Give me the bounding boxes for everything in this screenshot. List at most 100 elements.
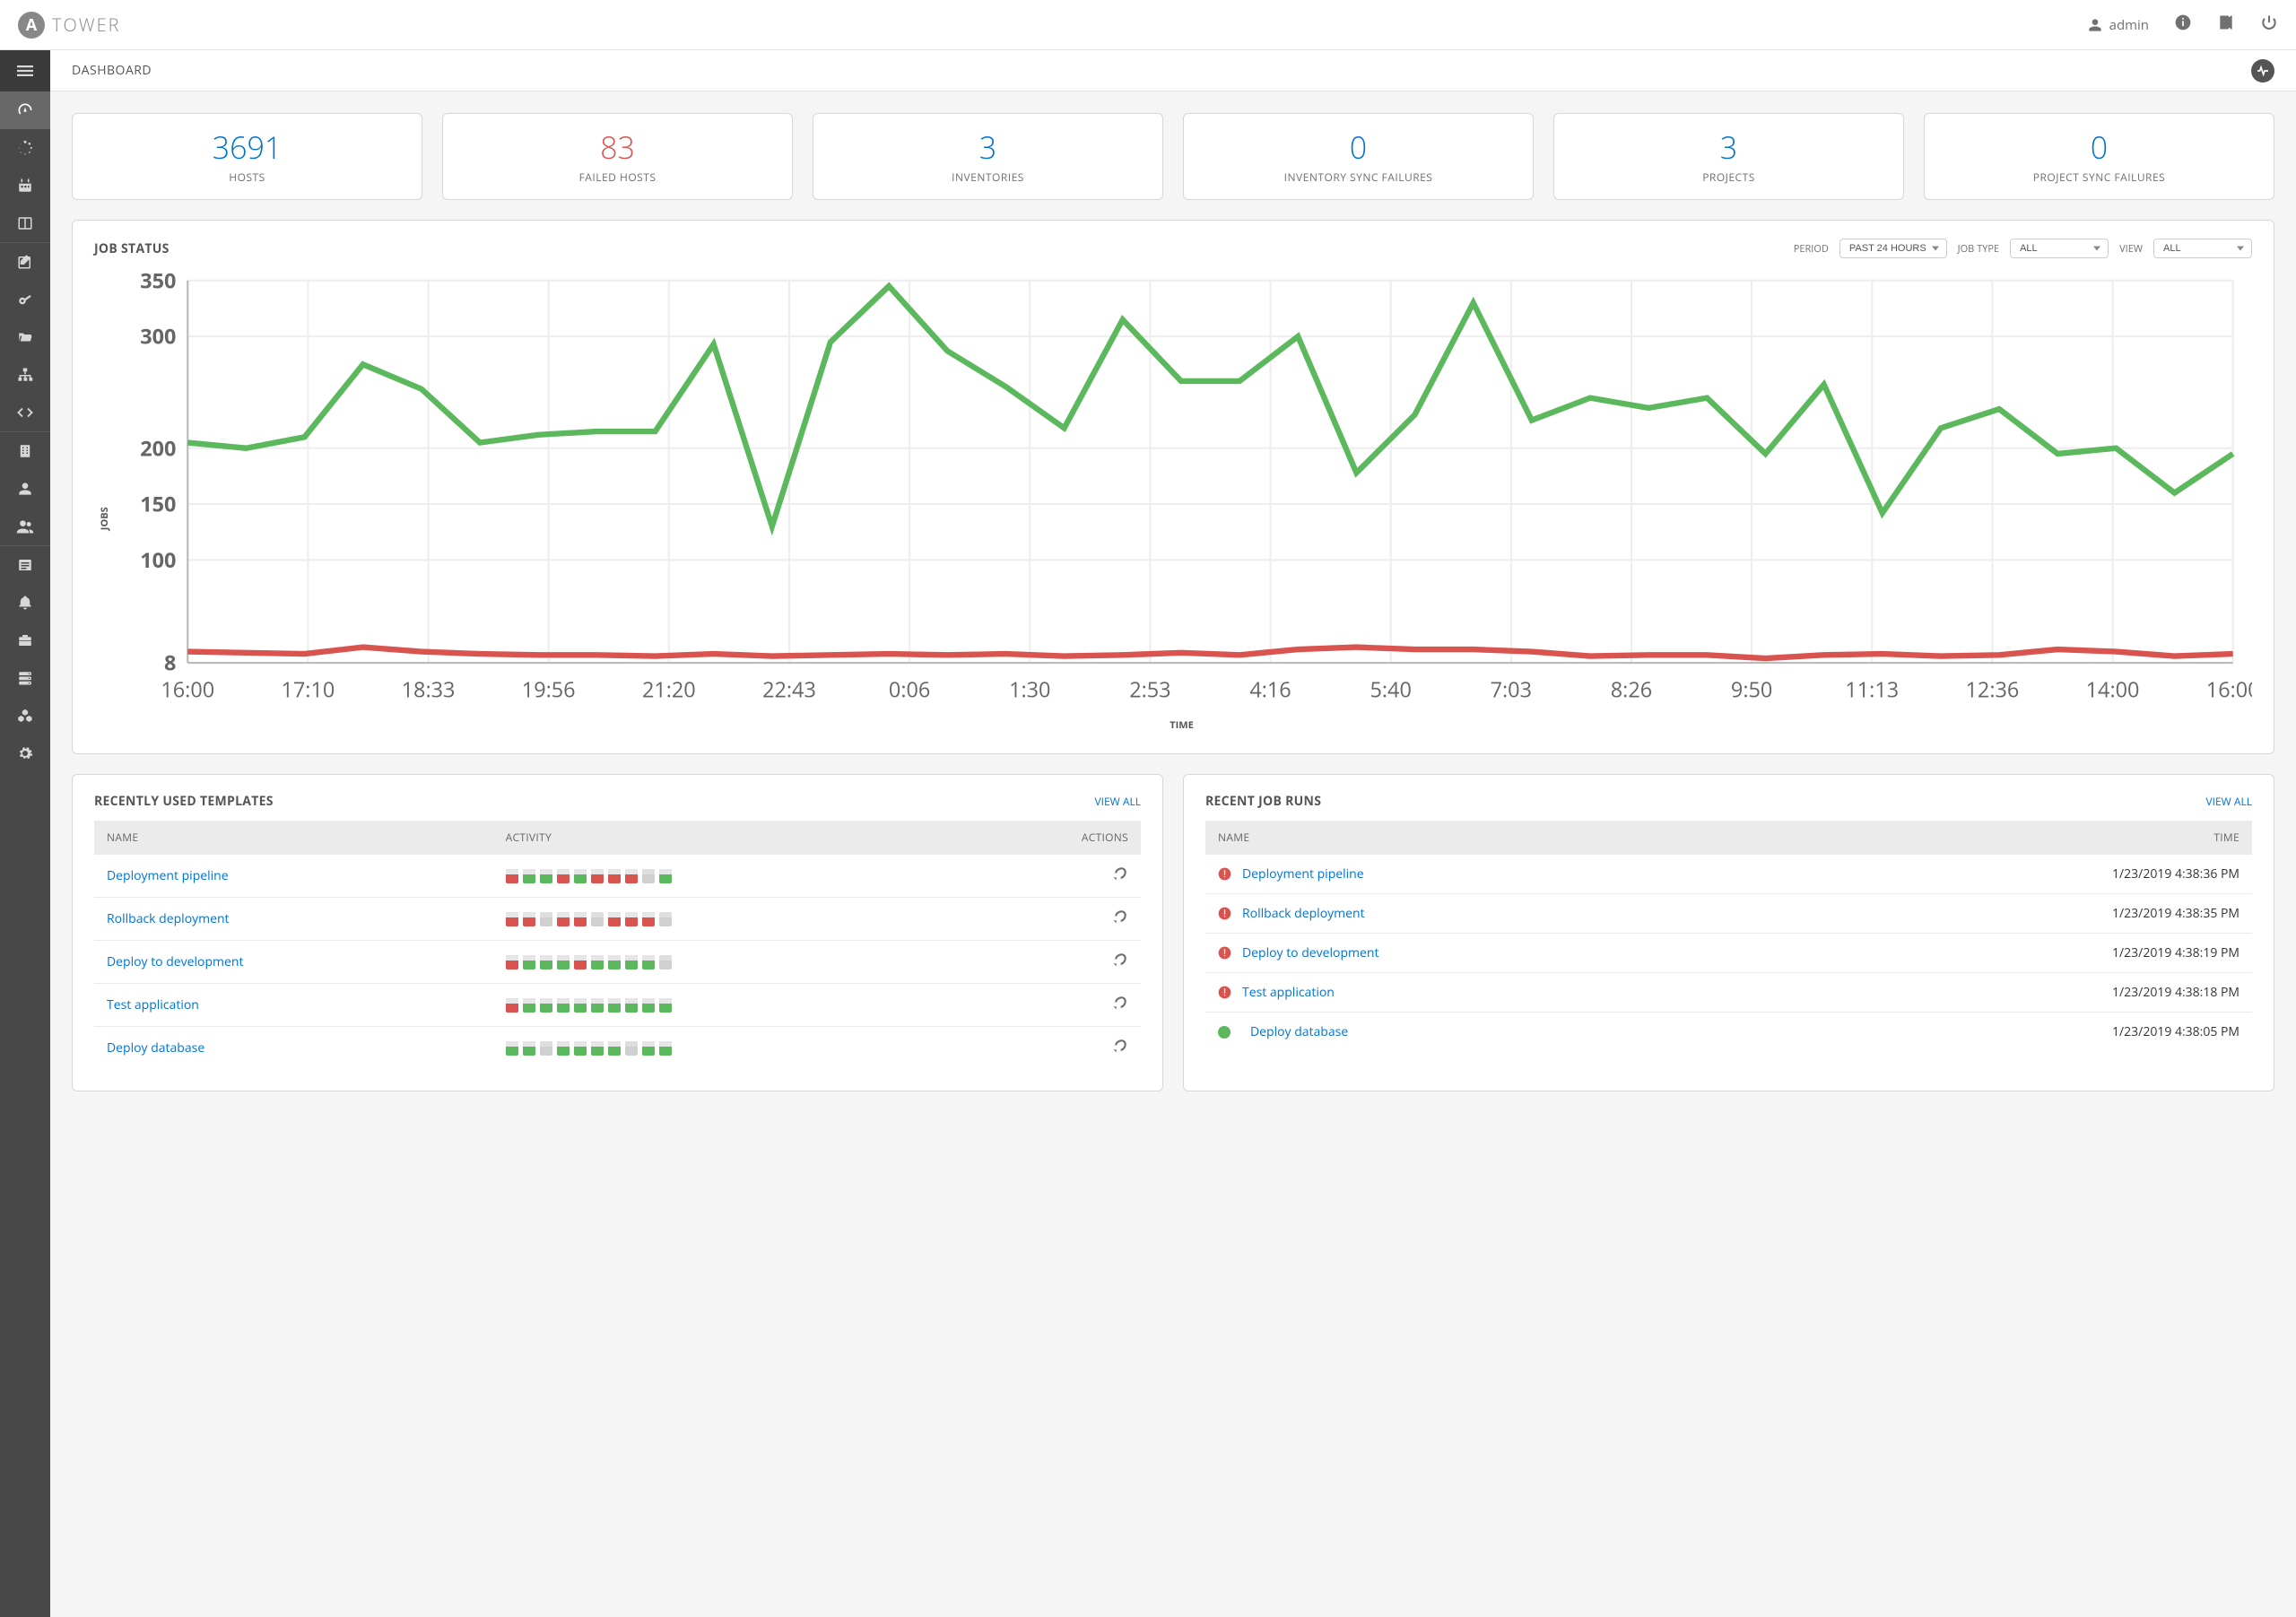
- launch-button[interactable]: [1112, 1041, 1128, 1058]
- sidebar-item-notifications[interactable]: [0, 584, 50, 622]
- sidebar-item-projects[interactable]: [0, 318, 50, 356]
- sidebar-item-inventories[interactable]: [0, 356, 50, 394]
- template-link[interactable]: Deployment pipeline: [107, 867, 229, 884]
- user-icon: [2088, 18, 2102, 32]
- status-icon: [1218, 907, 1231, 920]
- info-icon[interactable]: [2174, 13, 2192, 36]
- folder-open-icon: [17, 329, 33, 345]
- power-icon[interactable]: [2260, 13, 2278, 36]
- stat-value: 0: [1193, 126, 1524, 168]
- sidebar-item-management-jobs[interactable]: [0, 622, 50, 659]
- brand-name: TOWER: [52, 13, 121, 37]
- activity-strip: [506, 912, 952, 926]
- stat-card[interactable]: 0 INVENTORY SYNC FAILURES: [1183, 113, 1534, 200]
- table-row: Rollback deployment 1/23/2019 4:38:35 PM: [1205, 894, 2252, 934]
- sidebar-item-settings[interactable]: [0, 735, 50, 772]
- status-icon: [1218, 1026, 1239, 1039]
- table-row: Deploy database: [94, 1027, 1141, 1070]
- activity-chip: [506, 1041, 518, 1056]
- svg-text:300: 300: [140, 322, 176, 351]
- sidebar-item-organizations[interactable]: [0, 432, 50, 470]
- sidebar-item-inventory-scripts[interactable]: [0, 394, 50, 431]
- activity-chip: [591, 912, 604, 926]
- sitemap-icon: [17, 367, 33, 383]
- job-link[interactable]: Deployment pipeline: [1242, 865, 1364, 882]
- job-link[interactable]: Test application: [1242, 984, 1335, 1001]
- templates-viewall[interactable]: VIEW ALL: [1095, 794, 1142, 809]
- templates-col-name: NAME: [94, 821, 493, 855]
- sidebar-item-credential-types[interactable]: [0, 546, 50, 584]
- jobruns-viewall[interactable]: VIEW ALL: [2206, 794, 2253, 809]
- sidebar-item-portal[interactable]: [0, 204, 50, 242]
- job-time: 1/23/2019 4:38:36 PM: [1780, 855, 2252, 894]
- job-link[interactable]: Deploy to development: [1242, 944, 1378, 961]
- stat-label: FAILED HOSTS: [452, 170, 783, 185]
- chart-ylabel: JOBS: [94, 269, 111, 732]
- activity-chip: [540, 1041, 552, 1056]
- activity-chip: [625, 998, 638, 1013]
- template-link[interactable]: Deploy database: [107, 1039, 204, 1056]
- svg-text:22:43: 22:43: [762, 674, 816, 703]
- svg-text:350: 350: [140, 269, 176, 294]
- stat-value: 0: [1934, 126, 2265, 168]
- docs-icon[interactable]: [2217, 13, 2235, 36]
- sidebar-item-dashboard[interactable]: [0, 91, 50, 129]
- sidebar-item-users[interactable]: [0, 470, 50, 508]
- svg-text:7:03: 7:03: [1491, 674, 1532, 703]
- activity-chip: [642, 912, 655, 926]
- svg-text:19:56: 19:56: [522, 674, 576, 703]
- template-link[interactable]: Test application: [107, 996, 199, 1013]
- stat-card[interactable]: 3 INVENTORIES: [813, 113, 1163, 200]
- job-name-cell: Deploy to development: [1218, 944, 1768, 961]
- stat-card[interactable]: 83 FAILED HOSTS: [442, 113, 793, 200]
- job-link[interactable]: Rollback deployment: [1242, 905, 1365, 922]
- sidebar-item-instance-groups[interactable]: [0, 659, 50, 697]
- launch-button[interactable]: [1112, 955, 1128, 972]
- key-icon: [17, 291, 33, 308]
- view-select[interactable]: ALL: [2153, 239, 2252, 258]
- activity-chip: [540, 998, 552, 1013]
- svg-text:17:10: 17:10: [282, 674, 335, 703]
- jobruns-table: NAME TIME Deployment pipeline 1/23/2019 …: [1205, 821, 2252, 1051]
- sidebar-item-templates[interactable]: [0, 243, 50, 281]
- topbar: A TOWER admin: [0, 0, 2296, 50]
- template-link[interactable]: Deploy to development: [107, 953, 243, 970]
- stat-value: 3: [822, 126, 1153, 168]
- stat-card[interactable]: 0 PROJECT SYNC FAILURES: [1924, 113, 2274, 200]
- launch-button[interactable]: [1112, 869, 1128, 886]
- template-link[interactable]: Rollback deployment: [107, 910, 230, 927]
- sidebar-item-teams[interactable]: [0, 508, 50, 545]
- activity-strip: [506, 955, 952, 969]
- sidebar-toggle[interactable]: [0, 50, 50, 91]
- activity-chip: [608, 869, 621, 883]
- sidebar-item-schedules[interactable]: [0, 167, 50, 204]
- jobruns-col-time: TIME: [1780, 821, 2252, 855]
- jobtype-select[interactable]: ALL: [2010, 239, 2109, 258]
- templates-panel: RECENTLY USED TEMPLATES VIEW ALL NAME AC…: [72, 774, 1163, 1091]
- launch-button[interactable]: [1112, 912, 1128, 929]
- table-row: Deployment pipeline: [94, 855, 1141, 898]
- activity-chip: [659, 912, 672, 926]
- sidebar-item-applications[interactable]: [0, 697, 50, 735]
- list-icon: [17, 557, 33, 573]
- jobtype-label: JOB TYPE: [1958, 242, 1999, 256]
- launch-button[interactable]: [1112, 998, 1128, 1015]
- job-link[interactable]: Deploy database: [1250, 1023, 1348, 1040]
- stat-label: PROJECTS: [1563, 170, 1894, 185]
- sidebar-item-jobs[interactable]: [0, 129, 50, 167]
- stat-card[interactable]: 3691 HOSTS: [72, 113, 422, 200]
- job-status-title: JOB STATUS: [94, 240, 170, 257]
- templates-col-actions: ACTIONS: [963, 821, 1141, 855]
- sidebar: [0, 50, 50, 1617]
- current-user[interactable]: admin: [2088, 16, 2149, 34]
- jobruns-col-name: NAME: [1205, 821, 1780, 855]
- stat-card[interactable]: 3 PROJECTS: [1553, 113, 1904, 200]
- activity-stream-icon[interactable]: [2251, 59, 2274, 83]
- period-select[interactable]: PAST 24 HOURS: [1839, 239, 1947, 258]
- sidebar-item-credentials[interactable]: [0, 281, 50, 318]
- activity-chip: [557, 912, 570, 926]
- activity-chip: [506, 998, 518, 1013]
- activity-chip: [642, 998, 655, 1013]
- activity-chip: [625, 1041, 638, 1056]
- table-row: Deploy to development 1/23/2019 4:38:19 …: [1205, 934, 2252, 973]
